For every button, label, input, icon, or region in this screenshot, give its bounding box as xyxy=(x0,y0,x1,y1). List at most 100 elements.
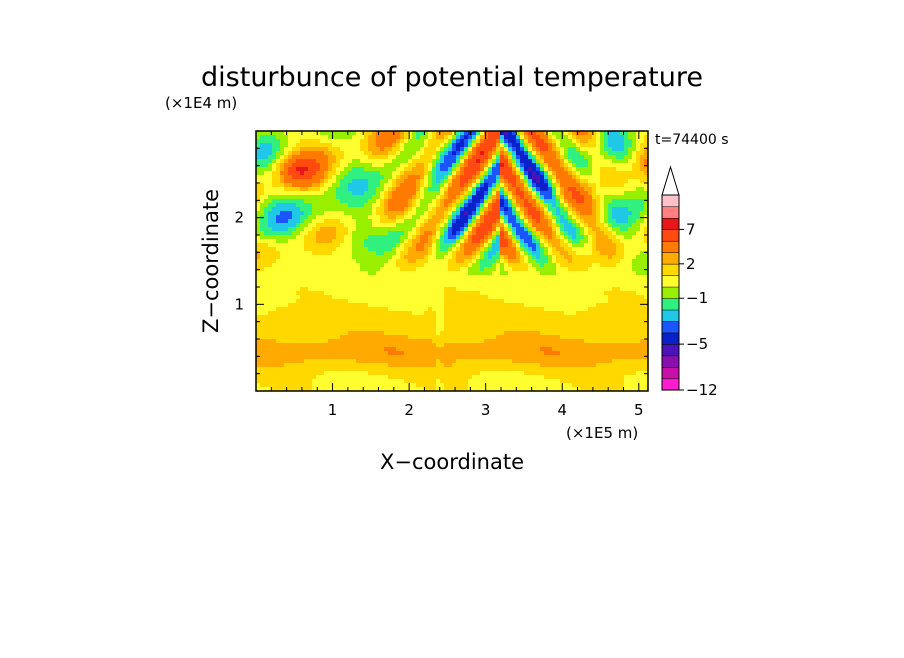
contour-cell xyxy=(528,247,533,252)
contour-cell xyxy=(480,223,485,228)
contour-cell xyxy=(456,259,461,264)
contour-cell xyxy=(396,203,401,208)
contour-cell xyxy=(592,267,597,272)
contour-cell xyxy=(268,167,273,172)
contour-cell xyxy=(608,247,613,252)
contour-cell xyxy=(496,183,501,188)
contour-cell xyxy=(416,331,421,336)
contour-cell xyxy=(356,187,361,192)
contour-cell xyxy=(600,167,605,172)
contour-cell xyxy=(512,243,517,248)
contour-cell xyxy=(488,171,493,176)
contour-cell xyxy=(400,223,405,228)
contour-cell xyxy=(456,207,461,212)
contour-cell xyxy=(616,147,621,152)
contour-cell xyxy=(592,131,597,136)
contour-cell xyxy=(308,207,313,212)
contour-cell xyxy=(444,295,449,300)
contour-cell xyxy=(352,155,357,160)
contour-cell xyxy=(484,155,489,160)
contour-cell xyxy=(480,239,485,244)
contour-cell xyxy=(620,311,625,316)
contour-cell xyxy=(616,259,621,264)
contour-cell xyxy=(608,179,613,184)
contour-cell xyxy=(624,251,629,256)
contour-cell xyxy=(372,227,377,232)
contour-cell xyxy=(392,327,397,332)
contour-cell xyxy=(496,331,501,336)
contour-cell xyxy=(596,163,601,168)
contour-cell xyxy=(568,159,573,164)
contour-cell xyxy=(468,299,473,304)
contour-cell xyxy=(472,239,477,244)
contour-cell xyxy=(416,327,421,332)
contour-cell xyxy=(620,331,625,336)
contour-cell xyxy=(460,195,465,200)
contour-cell xyxy=(516,231,521,236)
contour-cell xyxy=(460,239,465,244)
contour-cell xyxy=(524,163,529,168)
contour-cell xyxy=(644,203,648,208)
contour-cell xyxy=(328,171,333,176)
contour-cell xyxy=(576,211,581,216)
contour-cell xyxy=(452,295,457,300)
contour-cell xyxy=(304,167,309,172)
contour-cell xyxy=(632,199,637,204)
contour-cell xyxy=(488,311,493,316)
contour-cell xyxy=(644,275,648,280)
contour-cell xyxy=(276,199,281,204)
contour-cell xyxy=(308,295,313,300)
contour-cell xyxy=(612,155,617,160)
contour-cell xyxy=(496,307,501,312)
contour-cell xyxy=(368,331,373,336)
contour-cell xyxy=(628,267,633,272)
contour-cell xyxy=(376,255,381,260)
contour-cell xyxy=(464,183,469,188)
contour-cell xyxy=(344,283,349,288)
contour-cell xyxy=(552,271,557,276)
contour-cell xyxy=(416,159,421,164)
contour-cell xyxy=(544,231,549,236)
contour-cell xyxy=(540,247,545,252)
contour-cell xyxy=(276,147,281,152)
contour-cell xyxy=(288,307,293,312)
contour-cell xyxy=(332,131,337,136)
contour-cell xyxy=(328,235,333,240)
contour-cell xyxy=(508,223,513,228)
contour-cell xyxy=(532,331,537,336)
contour-cell xyxy=(328,223,333,228)
contour-cell xyxy=(524,183,529,188)
contour-cell xyxy=(384,291,389,296)
contour-cell xyxy=(356,135,361,140)
contour-cell xyxy=(504,259,509,264)
contour-cell xyxy=(328,195,333,200)
contour-cell xyxy=(256,295,261,300)
contour-cell xyxy=(460,259,465,264)
contour-cell xyxy=(288,247,293,252)
contour-cell xyxy=(364,243,369,248)
contour-cell xyxy=(480,299,485,304)
contour-cell xyxy=(396,215,401,220)
contour-cell xyxy=(616,167,621,172)
contour-cell xyxy=(364,171,369,176)
contour-cell xyxy=(608,259,613,264)
contour-cell xyxy=(312,303,317,308)
contour-cell xyxy=(612,279,617,284)
contour-cell xyxy=(512,219,517,224)
contour-cell xyxy=(320,271,325,276)
contour-cell xyxy=(412,311,417,316)
contour-cell xyxy=(576,131,581,136)
contour-cell xyxy=(620,283,625,288)
contour-cell xyxy=(268,147,273,152)
contour-cell xyxy=(372,327,377,332)
contour-cell xyxy=(620,243,625,248)
contour-cell xyxy=(500,251,505,256)
contour-cell xyxy=(476,323,481,328)
contour-cell xyxy=(592,187,597,192)
contour-cell xyxy=(564,323,569,328)
contour-cell xyxy=(300,291,305,296)
contour-cell xyxy=(528,323,533,328)
contour-cell xyxy=(256,243,261,248)
contour-cell xyxy=(300,327,305,332)
contour-cell xyxy=(364,187,369,192)
